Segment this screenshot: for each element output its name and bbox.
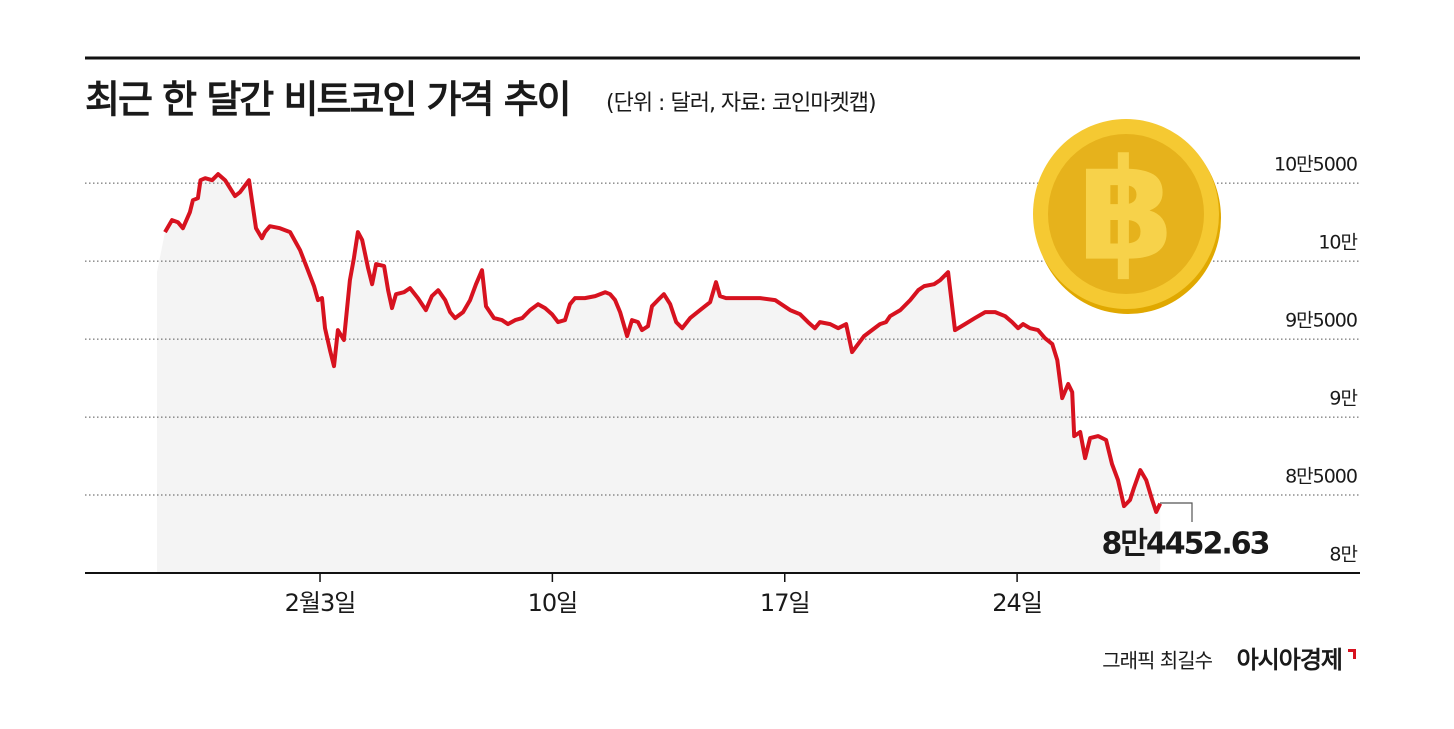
x-tick-label: 10일: [528, 589, 578, 617]
y-tick-label: 8만: [1329, 544, 1357, 566]
x-tick-label: 17일: [760, 589, 810, 617]
y-tick-label: 10만5000: [1274, 154, 1357, 176]
coin: ฿: [1033, 119, 1221, 314]
x-tick-label: 2월3일: [285, 589, 356, 617]
publisher-mark: [1348, 649, 1356, 659]
y-tick-label: 9만: [1329, 388, 1357, 410]
y-tick-label: 9만5000: [1285, 310, 1357, 332]
chart-title: 최근 한 달간 비트코인 가격 추이: [85, 78, 570, 122]
x-tick-label: 24일: [992, 589, 1042, 617]
plot: 8만 8만5000 9만 9만5000 10만 10만5000 2월3일 10일 17일 24일: [85, 154, 1360, 617]
price-line: [163, 172, 1163, 514]
credit: 그래픽 최길수: [1102, 649, 1212, 673]
coin-symbol: ฿: [1077, 130, 1174, 293]
annotation: 8만4452.63: [1101, 527, 1268, 562]
publisher: 아시아경제: [1237, 646, 1342, 674]
y-tick-label: 10만: [1318, 232, 1357, 254]
coin-inner: [1048, 134, 1204, 294]
area: [156, 174, 1161, 573]
chart-subtitle: (단위 : 달러, 자료: 코인마켓캡): [606, 91, 876, 116]
annotation-leader: [1160, 502, 1193, 522]
y-tick-label: 8만5000: [1285, 466, 1357, 488]
